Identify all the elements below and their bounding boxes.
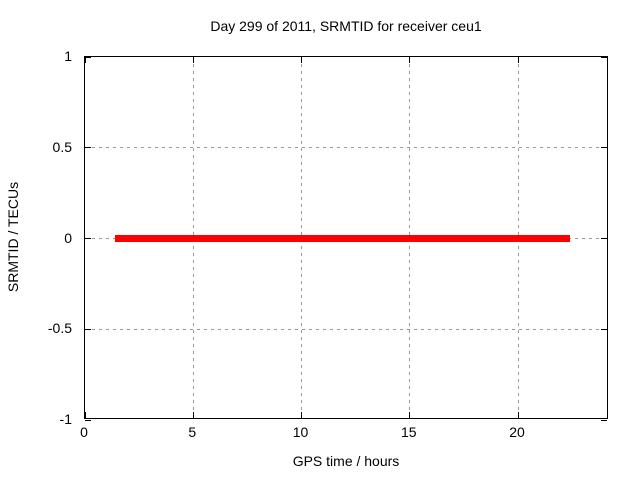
x-tick-mark [517,412,519,418]
series-srmtid-line [115,235,571,242]
chart-title: Day 299 of 2011, SRMTID for receiver ceu… [210,18,482,34]
y-tick-mark [85,238,91,239]
y-tick-mark [85,56,91,58]
x-tick-mark [409,57,411,63]
x-tick-mark [301,412,303,418]
y-tick-mark [85,328,91,330]
x-tick-mark [84,412,86,418]
y-tick-label: 0.5 [52,138,72,155]
x-tick-mark [409,412,411,418]
x-tick-mark [84,57,86,63]
gridline-y--0.5 [85,328,607,330]
x-tick-label: 15 [400,424,417,440]
x-tick-mark [517,57,519,63]
y-tick-mark [601,147,607,149]
x-tick-label: 20 [509,424,525,440]
x-axis-label: GPS time / hours [292,453,400,469]
y-tick-label: -1 [59,411,72,427]
y-tick-mark [601,419,607,421]
x-tick-label: 10 [292,424,309,440]
x-tick-label: 5 [188,424,197,440]
x-tick-mark [192,57,194,63]
y-tick-mark [601,56,607,58]
gridline-y-0.5 [85,147,607,149]
y-tick-mark [85,147,91,149]
plot-area [84,56,608,421]
y-tick-mark [601,238,607,239]
x-tick-mark [192,412,194,418]
y-tick-label: 1 [64,48,72,64]
x-tick-label: 0 [80,424,88,440]
y-tick-mark [85,419,91,421]
y-tick-label: 0 [64,229,72,246]
y-tick-mark [601,328,607,330]
x-tick-mark [301,57,303,63]
y-tick-label: -0.5 [47,320,72,337]
